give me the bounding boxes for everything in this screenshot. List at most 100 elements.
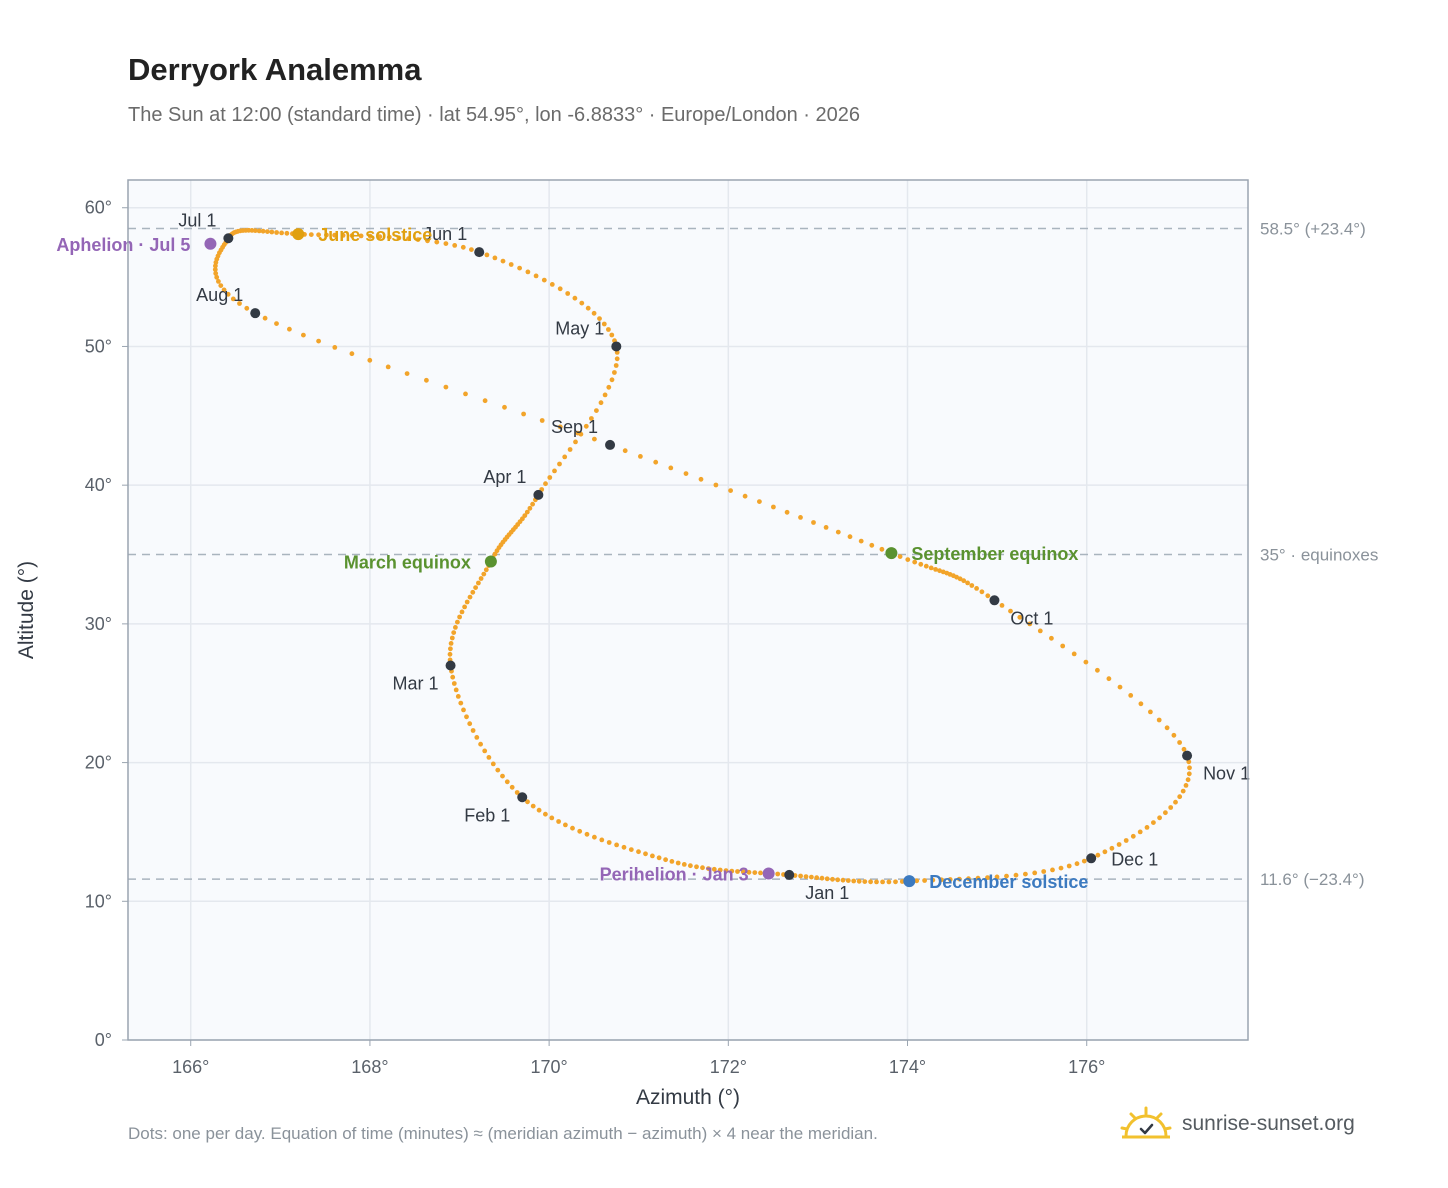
daily-dot: [663, 857, 668, 863]
daily-dot: [969, 583, 975, 588]
daily-dot: [459, 609, 465, 615]
daily-dot: [415, 237, 421, 243]
daily-dot: [349, 351, 355, 357]
daily-dot: [961, 578, 967, 584]
daily-dot: [609, 332, 615, 338]
daily-dot: [740, 869, 746, 875]
month-marker: [445, 660, 456, 671]
daily-dot: [230, 296, 236, 302]
event-marker: [903, 875, 916, 888]
daily-dot: [856, 878, 862, 884]
daily-dot: [514, 790, 520, 795]
y-tick-label: 40°: [85, 475, 112, 495]
month-marker: [250, 308, 261, 319]
month-label: Apr 1: [483, 467, 526, 487]
daily-dot: [1027, 621, 1033, 627]
daily-dot: [367, 233, 373, 239]
daily-dot: [621, 844, 627, 850]
reference-lines: 58.5° (+23.4°) 35° · equinoxes 11.6° (−23.…: [128, 220, 1378, 889]
month-label: Mar 1: [393, 673, 439, 693]
daily-dot: [452, 243, 458, 248]
daily-dot: [1177, 794, 1183, 800]
daily-dot: [835, 877, 841, 883]
x-tick-label: 174°: [889, 1057, 926, 1077]
month-label: Aug 1: [196, 285, 243, 305]
daily-dot: [552, 468, 557, 474]
daily-dot: [570, 825, 575, 831]
daily-dot: [956, 876, 962, 882]
daily-dot: [835, 529, 841, 535]
daily-dot: [530, 803, 536, 809]
daily-dot: [404, 371, 410, 376]
event-label: Perihelion · Jan 3: [600, 865, 749, 885]
month-label: Dec 1: [1111, 849, 1158, 869]
daily-dot: [1008, 608, 1013, 614]
month-label: May 1: [555, 318, 604, 338]
daily-dot: [547, 475, 553, 480]
daily-dot: [874, 879, 879, 885]
daily-dot: [543, 481, 548, 487]
event-marker: [762, 867, 775, 880]
daily-dot: [213, 263, 218, 269]
daily-dot: [609, 377, 615, 383]
daily-dot: [758, 870, 763, 876]
daily-dot: [937, 568, 942, 574]
daily-dot: [1017, 614, 1023, 620]
plot-area: [128, 180, 1248, 1040]
daily-dot: [706, 866, 711, 871]
y-tick-label: 10°: [85, 891, 112, 911]
month-marker: [989, 595, 1000, 606]
daily-dot: [256, 228, 262, 234]
daily-dot: [1164, 725, 1170, 731]
month-marker: [1086, 853, 1097, 864]
daily-dot: [577, 828, 583, 834]
daily-dot: [450, 674, 456, 680]
daily-dot: [565, 291, 571, 296]
daily-dot: [585, 305, 591, 311]
daily-dot: [979, 589, 985, 595]
daily-dot: [897, 554, 903, 559]
daily-dot: [486, 755, 492, 760]
daily-dot: [723, 868, 729, 873]
daily-dot: [798, 515, 803, 520]
daily-dot: [845, 878, 851, 883]
sun-check-icon: [1120, 1106, 1172, 1139]
daily-dot: [1102, 849, 1108, 855]
daily-dot: [557, 461, 562, 467]
daily-dot: [349, 233, 355, 239]
daily-dot: [683, 471, 689, 476]
daily-dot: [284, 230, 290, 236]
daily-dot: [213, 260, 219, 265]
daily-dot: [735, 869, 740, 874]
daily-dot: [893, 879, 898, 885]
daily-dot: [688, 863, 693, 869]
month-label: Jul 1: [178, 210, 216, 230]
daily-dot: [643, 851, 648, 857]
daily-dot: [451, 681, 457, 686]
daily-dot: [602, 392, 608, 398]
daily-dot: [1032, 870, 1038, 876]
brand[interactable]: sunrise-sunset.org: [1120, 1104, 1355, 1144]
daily-dot: [396, 235, 402, 241]
daily-dot: [985, 875, 990, 880]
daily-dot: [1041, 869, 1047, 874]
daily-dot: [434, 239, 440, 245]
daily-dot: [563, 822, 568, 828]
daily-dot: [918, 561, 924, 567]
x-tick-label: 170°: [531, 1057, 568, 1077]
daily-dot: [681, 862, 687, 867]
daily-dot: [728, 488, 733, 493]
daily-dot: [500, 258, 506, 264]
daily-dot: [966, 876, 971, 882]
daily-dot: [840, 877, 846, 883]
daily-dot: [606, 384, 612, 390]
daily-dot: [522, 513, 528, 518]
daily-dot: [613, 363, 619, 368]
daily-dot: [1181, 746, 1187, 752]
daily-dot: [784, 509, 790, 515]
daily-dot: [525, 269, 531, 275]
daily-dot: [340, 233, 346, 238]
event-marker: [204, 237, 217, 250]
daily-dot: [1157, 815, 1162, 821]
daily-dot: [463, 391, 468, 397]
